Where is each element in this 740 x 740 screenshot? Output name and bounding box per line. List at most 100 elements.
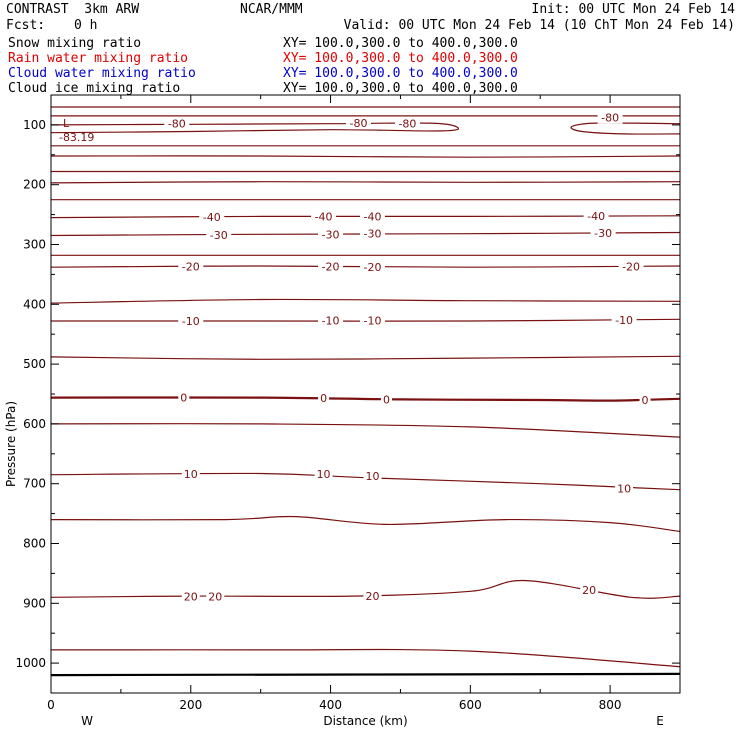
- x-tick-label: 0: [47, 698, 55, 712]
- y-tick-label: 900: [23, 596, 46, 610]
- contour-label: 20: [184, 591, 198, 604]
- contour-label: -30: [594, 227, 612, 240]
- contour-label: -40: [587, 210, 605, 223]
- contour-label-bg: [206, 228, 232, 241]
- contour-label-bg: [611, 313, 637, 326]
- contour-label: -20: [322, 261, 340, 274]
- center-name: NCAR/MMM: [240, 2, 303, 17]
- contour-label: -40: [203, 211, 221, 224]
- y-tick-label: 200: [23, 178, 46, 192]
- contour-line: [51, 672, 680, 677]
- plot-frame: [50, 94, 681, 694]
- contour-group: [51, 106, 680, 677]
- contour-label: 20: [582, 584, 596, 597]
- contour-label: -20: [364, 261, 382, 274]
- contour-label-bg: [580, 584, 599, 597]
- contour-label-bg: [359, 314, 385, 327]
- contour-label: -10: [322, 314, 340, 327]
- contour-label: -80: [601, 112, 619, 125]
- contour-label-bg: [318, 314, 344, 327]
- contour-label: -20: [182, 261, 200, 274]
- contour-label-bg: [394, 117, 420, 130]
- contour-label: -30: [322, 228, 340, 241]
- contour-label-bg: [363, 469, 382, 482]
- contour-label-bg: [311, 210, 337, 223]
- contour-label: -10: [364, 314, 382, 327]
- contour-label-bg: [615, 482, 634, 495]
- contour-label-bg: [583, 209, 609, 222]
- contour-label: -30: [210, 229, 228, 242]
- y-tick-label: 300: [23, 238, 46, 252]
- contour-label: 0: [180, 392, 187, 405]
- y-tick-label: 700: [23, 477, 46, 491]
- contour-label: -80: [398, 118, 416, 131]
- low-value: -83.19: [59, 131, 94, 144]
- contour-label-bg: [199, 210, 225, 223]
- field-name: Rain water mixing ratio: [8, 51, 189, 66]
- contour-label: -80: [350, 117, 368, 130]
- y-tick-label: 1000: [15, 656, 46, 670]
- contour-label-bg: [178, 315, 204, 328]
- contour-label: -30: [364, 228, 382, 241]
- field-xy: XY= 100.0,300.0 to 400.0,300.0: [283, 51, 518, 66]
- contour-label-bg: [639, 393, 651, 406]
- contour-label-bg: [380, 393, 392, 406]
- contour-label-bg: [318, 392, 330, 405]
- forecast-hour: 0 h: [74, 18, 98, 33]
- contour-label-bg: [590, 227, 616, 240]
- field-name: Cloud water mixing ratio: [8, 66, 196, 81]
- x-tick-label: 400: [319, 698, 342, 712]
- forecast-label: Fcst:: [6, 18, 46, 33]
- x-axis-title: Distance (km): [323, 714, 407, 728]
- contour-label-bg: [314, 468, 333, 481]
- contour-line: [51, 423, 680, 438]
- contour-label: 10: [184, 468, 198, 481]
- contour-line: [51, 298, 680, 304]
- west-direction-label: W: [81, 714, 93, 728]
- contour-line: [51, 648, 680, 668]
- x-tick-label: 800: [599, 698, 622, 712]
- contour-label: 10: [317, 468, 331, 481]
- contour-label-bg: [164, 117, 190, 130]
- contour-label-bg: [178, 391, 190, 404]
- contour-label: 10: [617, 482, 631, 495]
- contour-label-bg: [346, 117, 372, 130]
- y-tick-label: 600: [23, 417, 46, 431]
- contour-label: -10: [615, 314, 633, 327]
- contour-line: [51, 396, 680, 402]
- contour-label-bg: [178, 260, 204, 273]
- contour-label: -20: [622, 261, 640, 274]
- contour-label-bg: [181, 590, 200, 603]
- contour-label: 0: [383, 393, 390, 406]
- east-direction-label: E: [656, 714, 664, 728]
- contour-label: -80: [168, 118, 186, 131]
- contour-label-bg: [363, 590, 382, 603]
- field-xy: XY= 100.0,300.0 to 400.0,300.0: [283, 66, 518, 81]
- contour-line: [51, 515, 680, 533]
- y-tick-label: 800: [23, 537, 46, 551]
- contour-label-bg: [359, 210, 385, 223]
- low-marker: L: [63, 117, 70, 130]
- x-tick-label: 200: [179, 698, 202, 712]
- contour-label-bg: [359, 261, 385, 274]
- field-xy: XY= 100.0,300.0 to 400.0,300.0: [283, 81, 518, 96]
- contour-label: 10: [365, 470, 379, 483]
- contour-label: 20: [208, 591, 222, 604]
- contour-line: [51, 181, 680, 184]
- contour-label-bg: [318, 228, 344, 241]
- contour-line: [51, 122, 460, 134]
- init-time: Init: 00 UTC Mon 24 Feb 14: [531, 2, 736, 17]
- contour-label-bg: [359, 227, 385, 240]
- y-tick-label: 100: [23, 118, 46, 132]
- contour-label: 0: [320, 392, 327, 405]
- contour-label: 0: [642, 394, 649, 407]
- y-tick-label: 400: [23, 297, 46, 311]
- contour-line: [51, 155, 680, 158]
- valid-time: Valid: 00 UTC Mon 24 Feb 14 (10 ChT Mon …: [343, 18, 735, 33]
- field-name: Snow mixing ratio: [8, 36, 142, 51]
- contour-label-bg: [318, 260, 344, 273]
- contour-line: [570, 122, 680, 135]
- field-name: Cloud ice mixing ratio: [8, 81, 181, 96]
- contour-label-bg: [618, 260, 644, 273]
- contour-label-bg: [181, 468, 200, 481]
